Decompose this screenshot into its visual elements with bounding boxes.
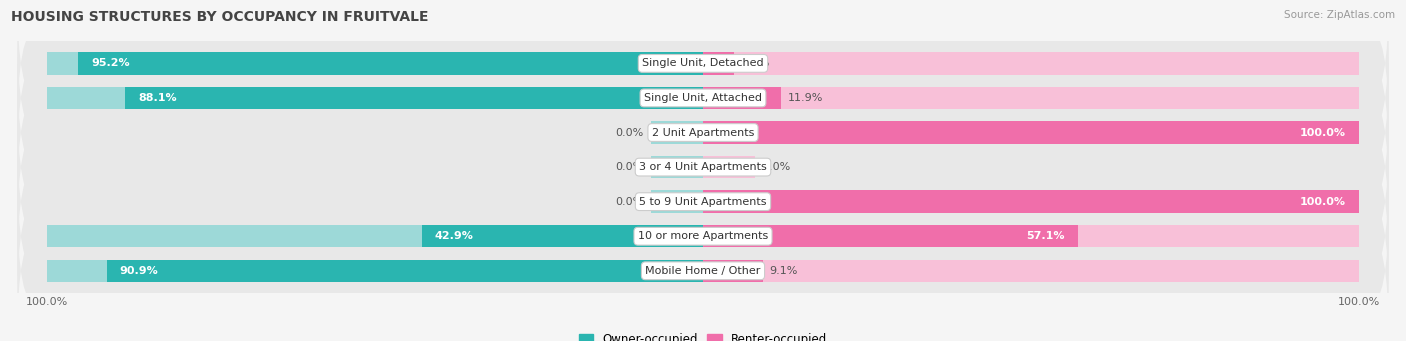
Bar	[79, 52, 703, 75]
Bar	[703, 52, 734, 75]
Bar	[651, 156, 703, 178]
FancyBboxPatch shape	[17, 98, 1389, 236]
Bar	[703, 260, 762, 282]
Text: 10 or more Apartments: 10 or more Apartments	[638, 231, 768, 241]
Bar	[703, 225, 1360, 248]
Text: 95.2%: 95.2%	[91, 58, 131, 69]
Text: 9.1%: 9.1%	[769, 266, 797, 276]
Text: 4.8%: 4.8%	[741, 58, 769, 69]
Bar	[703, 52, 1360, 75]
Bar	[703, 225, 1077, 248]
Text: 42.9%: 42.9%	[434, 231, 474, 241]
FancyBboxPatch shape	[17, 133, 1389, 271]
Legend: Owner-occupied, Renter-occupied: Owner-occupied, Renter-occupied	[574, 328, 832, 341]
Bar	[46, 52, 703, 75]
Text: 3 or 4 Unit Apartments: 3 or 4 Unit Apartments	[640, 162, 766, 172]
Text: 0.0%: 0.0%	[616, 128, 644, 137]
Text: 88.1%: 88.1%	[138, 93, 177, 103]
Text: 0.0%: 0.0%	[762, 162, 790, 172]
Text: Single Unit, Detached: Single Unit, Detached	[643, 58, 763, 69]
Bar	[703, 260, 1360, 282]
Text: 2 Unit Apartments: 2 Unit Apartments	[652, 128, 754, 137]
Bar	[703, 87, 1360, 109]
Bar	[125, 87, 703, 109]
Bar	[422, 225, 703, 248]
Bar	[46, 87, 703, 109]
Bar	[703, 121, 1360, 144]
FancyBboxPatch shape	[17, 202, 1389, 340]
FancyBboxPatch shape	[17, 167, 1389, 305]
Text: HOUSING STRUCTURES BY OCCUPANCY IN FRUITVALE: HOUSING STRUCTURES BY OCCUPANCY IN FRUIT…	[11, 10, 429, 24]
Text: Mobile Home / Other: Mobile Home / Other	[645, 266, 761, 276]
FancyBboxPatch shape	[17, 29, 1389, 167]
Bar	[703, 156, 755, 178]
FancyBboxPatch shape	[17, 0, 1389, 132]
FancyBboxPatch shape	[17, 63, 1389, 202]
Bar	[703, 121, 1360, 144]
Bar	[46, 260, 703, 282]
Text: 0.0%: 0.0%	[616, 197, 644, 207]
Bar	[107, 260, 703, 282]
Bar	[703, 190, 1360, 213]
Text: 100.0%: 100.0%	[1301, 197, 1346, 207]
Text: 0.0%: 0.0%	[616, 162, 644, 172]
Text: 57.1%: 57.1%	[1026, 231, 1064, 241]
Text: 11.9%: 11.9%	[787, 93, 823, 103]
Text: 100.0%: 100.0%	[1301, 128, 1346, 137]
Bar	[651, 190, 703, 213]
Text: Single Unit, Attached: Single Unit, Attached	[644, 93, 762, 103]
Bar	[703, 87, 782, 109]
Bar	[651, 121, 703, 144]
Bar	[46, 225, 703, 248]
Text: 90.9%: 90.9%	[120, 266, 159, 276]
Text: 5 to 9 Unit Apartments: 5 to 9 Unit Apartments	[640, 197, 766, 207]
Text: Source: ZipAtlas.com: Source: ZipAtlas.com	[1284, 10, 1395, 20]
Bar	[703, 190, 1360, 213]
